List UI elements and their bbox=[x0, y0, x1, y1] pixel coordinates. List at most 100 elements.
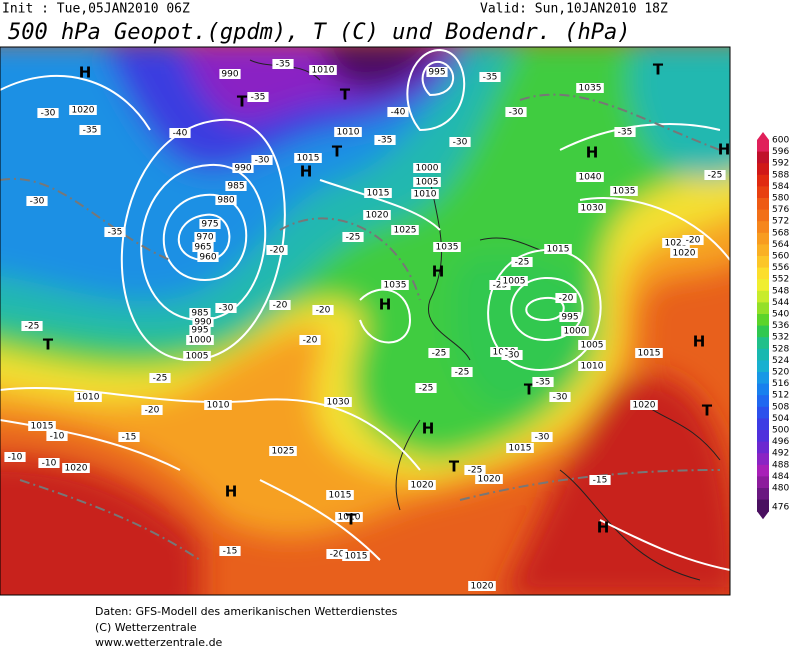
contour-label: -20 bbox=[270, 246, 285, 256]
label-box bbox=[299, 335, 321, 345]
color-scale: 6005965925885845805765725685645605565525… bbox=[757, 132, 789, 520]
label-box bbox=[413, 163, 441, 173]
contour-label: 1035 bbox=[613, 187, 636, 197]
scale-arrow-top bbox=[757, 132, 769, 140]
contour-label: -15 bbox=[593, 476, 608, 486]
label-box bbox=[183, 351, 211, 361]
scale-swatch bbox=[757, 406, 769, 419]
scale-label: 488 bbox=[772, 460, 789, 470]
contour-label: 1005 bbox=[416, 178, 439, 188]
pressure-center: H bbox=[718, 141, 731, 159]
contour-label: 1020 bbox=[673, 249, 696, 259]
contour-label: -10 bbox=[42, 459, 57, 469]
contour-label: 1005 bbox=[503, 277, 526, 287]
label-box bbox=[511, 257, 533, 267]
label-box bbox=[506, 443, 534, 453]
label-box bbox=[189, 308, 211, 318]
scale-label: 496 bbox=[772, 437, 789, 447]
pressure-center: H bbox=[422, 420, 435, 438]
contour-label: -30 bbox=[535, 433, 550, 443]
label-box bbox=[682, 235, 704, 245]
scale-swatch bbox=[757, 302, 769, 315]
label-box bbox=[428, 348, 450, 358]
scale-label: 516 bbox=[772, 379, 789, 389]
label-box bbox=[219, 546, 241, 556]
label-box bbox=[489, 280, 511, 290]
label-box bbox=[169, 128, 191, 138]
label-box bbox=[38, 458, 60, 468]
label-box bbox=[266, 245, 288, 255]
label-box bbox=[215, 195, 237, 205]
label-box bbox=[21, 321, 43, 331]
contour-label: -20 bbox=[316, 306, 331, 316]
label-box bbox=[326, 490, 354, 500]
contour-label: -25 bbox=[493, 281, 508, 291]
contour-label: 995 bbox=[428, 68, 445, 78]
contour-label: 1040 bbox=[579, 173, 602, 183]
label-box bbox=[451, 367, 473, 377]
scale-label: 572 bbox=[772, 217, 789, 227]
contour-label: 1015 bbox=[329, 491, 352, 501]
label-box bbox=[500, 276, 528, 286]
scale-swatch bbox=[757, 453, 769, 466]
pressure-center: T bbox=[653, 61, 664, 79]
label-box bbox=[342, 232, 364, 242]
label-box bbox=[662, 238, 690, 248]
scale-swatch bbox=[757, 337, 769, 350]
label-box bbox=[561, 326, 589, 336]
scale-swatch bbox=[757, 163, 769, 176]
label-box bbox=[294, 153, 322, 163]
scale-label: 508 bbox=[772, 402, 789, 412]
contour-label: -40 bbox=[173, 129, 188, 139]
contour-label: 990 bbox=[194, 318, 211, 328]
label-box bbox=[381, 280, 409, 290]
scale-label: 536 bbox=[772, 321, 789, 331]
label-box bbox=[532, 377, 554, 387]
scale-swatch bbox=[757, 256, 769, 269]
contour-label: 1005 bbox=[581, 341, 604, 351]
contour-label: -30 bbox=[41, 109, 56, 119]
label-box bbox=[544, 244, 572, 254]
label-box bbox=[411, 189, 439, 199]
contour-label: 1020 bbox=[471, 582, 494, 592]
label-box bbox=[141, 405, 163, 415]
contour-label: 1030 bbox=[581, 204, 604, 214]
contour-label: 970 bbox=[196, 233, 213, 243]
contour-label: 1015 bbox=[509, 444, 532, 454]
scale-arrow-bottom bbox=[757, 511, 769, 520]
contour-label: 965 bbox=[194, 243, 211, 253]
label-box bbox=[464, 465, 486, 475]
label-box bbox=[194, 232, 216, 242]
label-box bbox=[269, 446, 297, 456]
scale-label: 560 bbox=[772, 252, 789, 262]
contour-label: -35 bbox=[108, 228, 123, 238]
scale-swatch bbox=[757, 476, 769, 489]
label-box bbox=[26, 196, 48, 206]
contour-label: 1000 bbox=[564, 327, 587, 337]
label-box bbox=[149, 373, 171, 383]
contour-label: 1025 bbox=[272, 447, 295, 457]
label-box bbox=[269, 300, 291, 310]
contour-label: 1015 bbox=[345, 552, 368, 562]
label-box bbox=[62, 463, 90, 473]
scale-label: 588 bbox=[772, 170, 789, 180]
contour-label: -35 bbox=[483, 73, 498, 83]
contour-label: -35 bbox=[251, 93, 266, 103]
scale-label: 576 bbox=[772, 205, 789, 215]
contour-label: -30 bbox=[219, 304, 234, 314]
label-box bbox=[192, 242, 214, 252]
scale-label: 568 bbox=[772, 228, 789, 238]
pressure-center: T bbox=[449, 458, 460, 476]
pressure-center: T bbox=[340, 86, 351, 104]
scale-swatch bbox=[757, 198, 769, 211]
label-box bbox=[578, 340, 606, 350]
pressure-center: T bbox=[43, 336, 54, 354]
contour-label: -30 bbox=[553, 393, 568, 403]
footer-line: (C) Wetterzentrale bbox=[95, 621, 197, 634]
scale-swatch bbox=[757, 140, 769, 153]
label-box bbox=[576, 172, 604, 182]
label-box bbox=[232, 163, 254, 173]
label-box bbox=[578, 361, 606, 371]
contour-label: 1020 bbox=[65, 464, 88, 474]
